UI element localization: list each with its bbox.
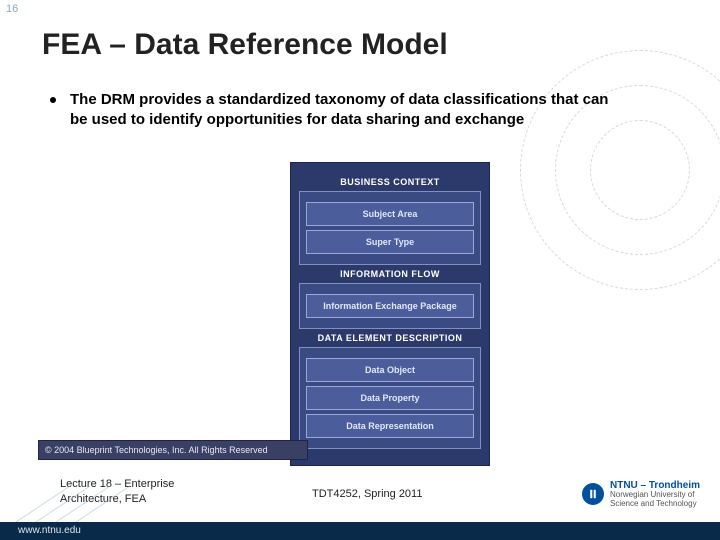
bullet-text: The DRM provides a standardized taxonomy… [70,90,630,131]
diagram-group: Data Object Data Property Data Represent… [299,347,481,449]
diagram-box: Data Object [306,358,474,382]
footer-url-bar: www.ntnu.edu [0,522,720,540]
bullet-dot-icon [50,97,56,103]
drm-diagram: BUSINESS CONTEXT Subject Area Super Type… [290,162,490,466]
diagram-box: Information Exchange Package [306,294,474,318]
diagram-box: Data Property [306,386,474,410]
ntnu-text: NTNU – Trondheim Norwegian University of… [610,481,700,508]
diagram-section-label: BUSINESS CONTEXT [299,177,481,187]
ntnu-logo: NTNU – Trondheim Norwegian University of… [582,481,700,508]
diagram-group: Information Exchange Package [299,283,481,329]
ntnu-mark-icon [582,483,604,505]
diagram-section-label: DATA ELEMENT DESCRIPTION [299,333,481,343]
decorative-circles [520,50,720,310]
diagram-box: Subject Area [306,202,474,226]
ntnu-logo-sub: Science and Technology [610,500,700,508]
slide-title: FEA – Data Reference Model [42,28,448,62]
diagram-box: Super Type [306,230,474,254]
bullet-item: The DRM provides a standardized taxonomy… [50,90,630,131]
footer-course: TDT4252, Spring 2011 [312,488,422,500]
diagram-box: Data Representation [306,414,474,438]
copyright-bar: © 2004 Blueprint Technologies, Inc. All … [38,440,308,460]
diagram-group: Subject Area Super Type [299,191,481,265]
page-number: 16 [6,3,18,15]
footer-url: www.ntnu.edu [18,525,81,536]
diagram-section-label: INFORMATION FLOW [299,269,481,279]
footer-lecture: Lecture 18 – Enterprise Architecture, FE… [60,477,230,506]
